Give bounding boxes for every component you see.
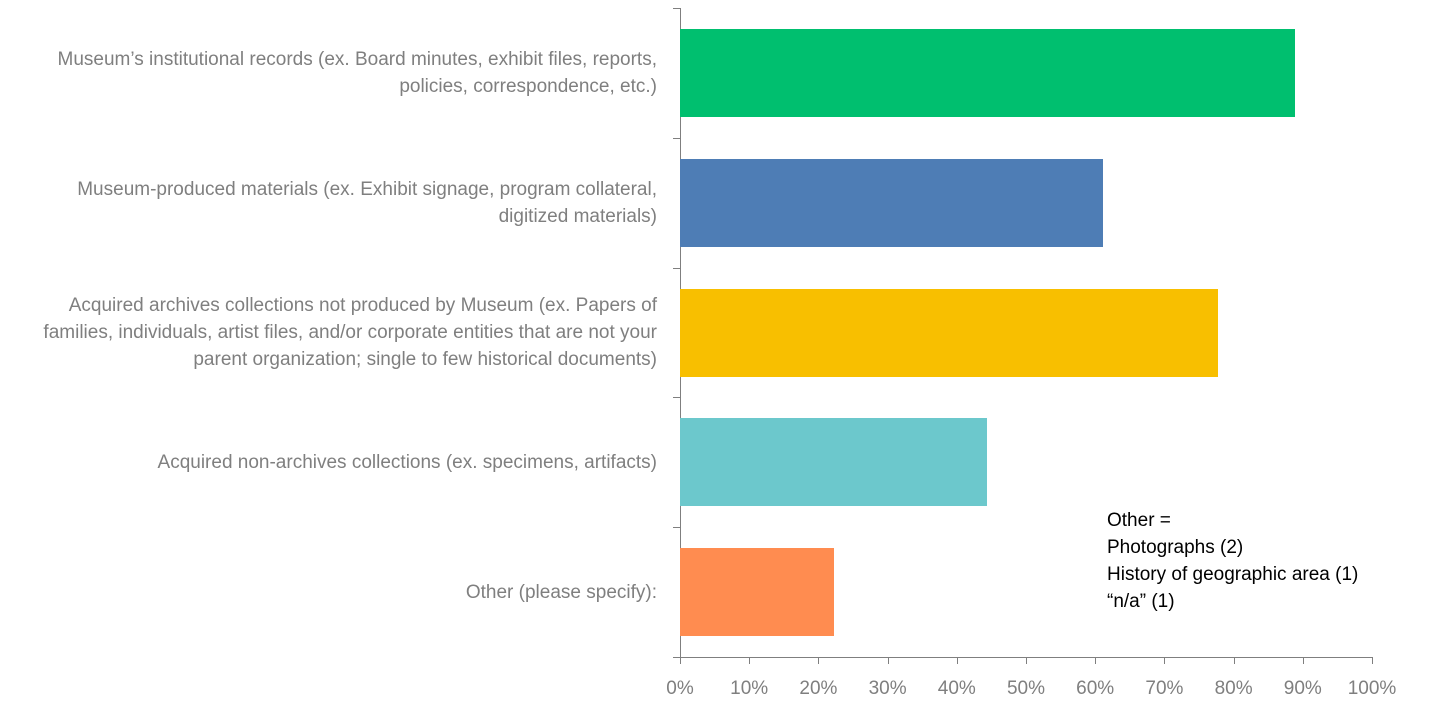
x-tick-mark bbox=[1372, 657, 1373, 664]
x-tick-label: 30% bbox=[868, 678, 907, 699]
x-tick-mark bbox=[1302, 657, 1304, 664]
annotation: “n/a” (1) bbox=[1107, 591, 1175, 612]
bar bbox=[680, 418, 988, 507]
x-tick-label: 60% bbox=[1076, 678, 1115, 699]
x-tick-mark bbox=[1164, 657, 1166, 664]
bar bbox=[680, 548, 834, 637]
x-tick-label: 20% bbox=[799, 678, 838, 699]
annotation: Other = bbox=[1107, 510, 1171, 531]
bar bbox=[680, 28, 1296, 117]
annotation: Photographs (2) bbox=[1107, 537, 1244, 558]
y-axis-tick bbox=[673, 8, 680, 9]
y-axis-tick bbox=[673, 137, 680, 139]
x-tick-label: 100% bbox=[1347, 678, 1397, 699]
x-tick-mark bbox=[749, 657, 751, 664]
category-label: Museum-produced materials (ex. Exhibit s… bbox=[77, 178, 657, 227]
x-tick-mark bbox=[887, 657, 889, 664]
x-tick-mark bbox=[956, 657, 958, 664]
y-axis-tick bbox=[673, 527, 680, 529]
category-label: Museum’s institutional records (ex. Boar… bbox=[57, 48, 657, 97]
y-axis-tick bbox=[673, 657, 680, 658]
x-tick-label: 90% bbox=[1283, 678, 1322, 699]
annotation: History of geographic area (1) bbox=[1107, 564, 1359, 585]
x-tick-label: 50% bbox=[1006, 678, 1046, 699]
x-tick-mark bbox=[1026, 657, 1027, 664]
x-tick-label: 40% bbox=[937, 678, 976, 699]
category-label: Acquired archives collections not produc… bbox=[43, 294, 657, 370]
x-tick-mark bbox=[1095, 657, 1097, 664]
x-tick-label: 0% bbox=[666, 678, 694, 699]
bar bbox=[680, 288, 1219, 377]
x-tick-mark bbox=[680, 657, 681, 664]
x-tick-label: 10% bbox=[730, 678, 769, 699]
x-tick-mark bbox=[818, 657, 820, 664]
bar bbox=[680, 158, 1103, 247]
category-label: Other (please specify): bbox=[465, 581, 657, 603]
y-axis-tick bbox=[673, 397, 680, 399]
y-axis-tick bbox=[673, 267, 680, 269]
x-tick-label: 70% bbox=[1145, 678, 1184, 699]
x-tick-mark bbox=[1233, 657, 1235, 664]
category-label: Acquired non-archives collections (ex. s… bbox=[157, 451, 657, 473]
x-tick-label: 80% bbox=[1214, 678, 1253, 699]
